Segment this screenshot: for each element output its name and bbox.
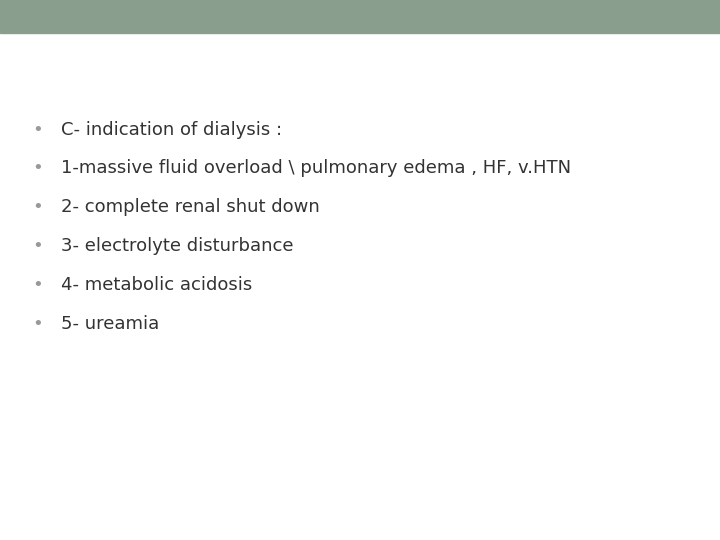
Text: •: • bbox=[32, 159, 42, 178]
Bar bbox=[0, 0, 720, 33]
Text: 5- ureamia: 5- ureamia bbox=[61, 315, 159, 333]
Text: 4- metabolic acidosis: 4- metabolic acidosis bbox=[61, 276, 253, 294]
Text: C- indication of dialysis :: C- indication of dialysis : bbox=[61, 120, 282, 139]
Text: •: • bbox=[32, 276, 42, 294]
Text: •: • bbox=[32, 198, 42, 217]
Text: 3- electrolyte disturbance: 3- electrolyte disturbance bbox=[61, 237, 294, 255]
Text: •: • bbox=[32, 120, 42, 139]
Text: 2- complete renal shut down: 2- complete renal shut down bbox=[61, 198, 320, 217]
Text: •: • bbox=[32, 237, 42, 255]
Text: 1-massive fluid overload \ pulmonary edema , HF, v.HTN: 1-massive fluid overload \ pulmonary ede… bbox=[61, 159, 572, 178]
Text: •: • bbox=[32, 315, 42, 333]
